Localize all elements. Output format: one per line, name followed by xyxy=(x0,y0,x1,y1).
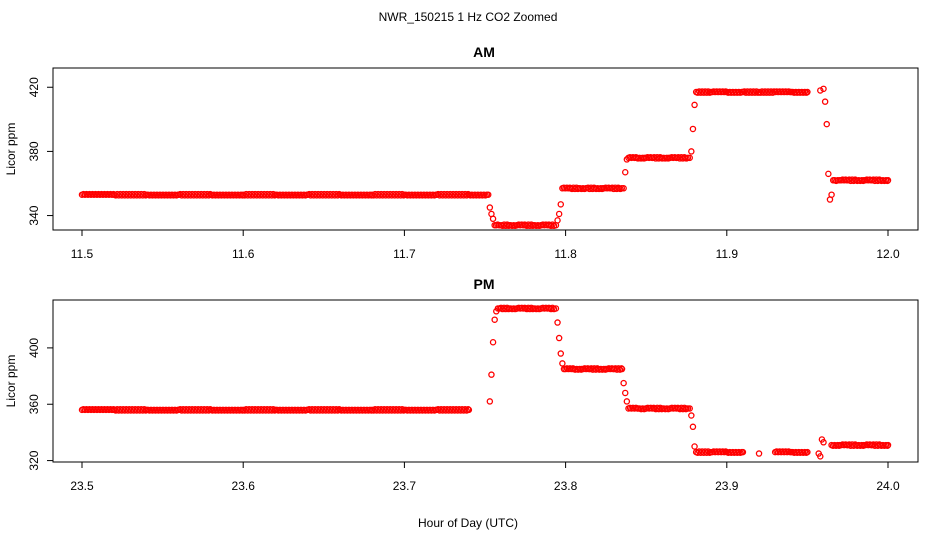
data-point xyxy=(559,360,566,367)
data-point xyxy=(491,316,498,323)
series-points-am xyxy=(78,85,892,230)
x-tick-label-pm: 23.8 xyxy=(554,479,578,493)
data-point xyxy=(820,439,827,446)
y-axis-pm: 320 360 400 xyxy=(27,338,53,471)
data-point xyxy=(621,169,629,176)
data-point xyxy=(817,453,824,460)
data-point xyxy=(465,406,473,414)
data-point xyxy=(804,448,811,456)
y-tick-label-pm: 400 xyxy=(27,338,41,358)
data-point xyxy=(555,210,563,218)
data-point xyxy=(554,319,561,326)
figure-title: NWR_150215 1 Hz CO2 Zoomed xyxy=(379,10,558,24)
x-tick-label-am: 11.8 xyxy=(554,247,577,261)
y-tick-label-am: 340 xyxy=(27,205,41,225)
data-point xyxy=(686,405,693,412)
data-point xyxy=(688,412,695,419)
data-point xyxy=(484,191,492,198)
y-tick-label-am: 420 xyxy=(27,77,41,97)
x-tick-label-am: 11.9 xyxy=(716,247,739,261)
panel-title-pm: PM xyxy=(474,276,495,292)
plot-frame-am xyxy=(52,67,919,231)
x-tick-label-am: 11.5 xyxy=(71,247,94,261)
panel-title-am: AM xyxy=(473,44,495,60)
data-point xyxy=(554,217,561,224)
y-axis-label-pm: Licor ppm xyxy=(4,355,18,408)
x-tick-label-am: 11.7 xyxy=(393,247,416,261)
x-tick-label-pm: 23.6 xyxy=(232,479,256,493)
data-point xyxy=(557,350,565,357)
data-point xyxy=(884,441,892,449)
data-point xyxy=(817,87,824,94)
data-point xyxy=(552,305,560,312)
panel-am: AM Licor ppm 11.5 11.6 11.7 11.8 11.9 12.0 34… xyxy=(4,44,919,261)
data-point xyxy=(691,443,698,450)
data-point xyxy=(821,98,829,105)
data-point xyxy=(549,221,556,228)
data-point xyxy=(620,379,627,387)
x-axis-label: Hour of Day (UTC) xyxy=(418,516,518,530)
y-axis-am: 340 380 420 xyxy=(27,77,53,226)
data-point xyxy=(461,406,469,413)
data-point xyxy=(486,204,494,211)
y-tick-label-am: 380 xyxy=(27,141,41,161)
data-point xyxy=(555,334,563,342)
x-tick-label-am: 12.0 xyxy=(876,247,900,261)
data-point xyxy=(689,125,697,133)
data-point xyxy=(489,215,497,223)
x-axis-am: 11.5 11.6 11.7 11.8 11.9 12.0 xyxy=(71,230,900,261)
data-point xyxy=(618,365,626,373)
data-point xyxy=(549,304,556,312)
data-point xyxy=(623,398,631,405)
x-tick-label-pm: 23.5 xyxy=(70,479,94,493)
data-point xyxy=(557,201,565,208)
data-point xyxy=(621,389,629,397)
data-point xyxy=(755,450,763,457)
y-tick-label-pm: 320 xyxy=(27,450,41,470)
data-point xyxy=(689,423,697,431)
data-point xyxy=(804,88,811,96)
data-point xyxy=(828,191,835,198)
y-tick-label-pm: 360 xyxy=(27,394,41,414)
y-axis-label-am: Licor ppm xyxy=(4,123,18,176)
data-point xyxy=(686,154,693,162)
x-tick-label-pm: 24.0 xyxy=(876,479,900,493)
data-point xyxy=(739,448,747,456)
data-point xyxy=(688,148,695,155)
data-point xyxy=(823,120,830,128)
data-point xyxy=(691,101,698,109)
data-point xyxy=(489,339,497,346)
plot-frame-pm xyxy=(52,299,919,463)
data-point xyxy=(488,371,495,378)
data-point xyxy=(884,177,892,184)
data-point xyxy=(486,398,494,405)
x-tick-label-am: 11.6 xyxy=(232,247,255,261)
data-point xyxy=(825,170,832,178)
x-tick-label-pm: 23.9 xyxy=(715,479,739,493)
x-tick-label-pm: 23.7 xyxy=(393,479,417,493)
x-axis-pm: 23.5 23.6 23.7 23.8 23.9 24.0 xyxy=(70,462,900,493)
data-point xyxy=(620,185,627,192)
series-points-pm xyxy=(78,304,892,460)
data-point xyxy=(820,85,827,93)
data-point xyxy=(615,365,622,372)
panel-pm: PM Licor ppm 23.5 23.6 23.7 23.8 23.9 24.0 32… xyxy=(4,276,919,493)
